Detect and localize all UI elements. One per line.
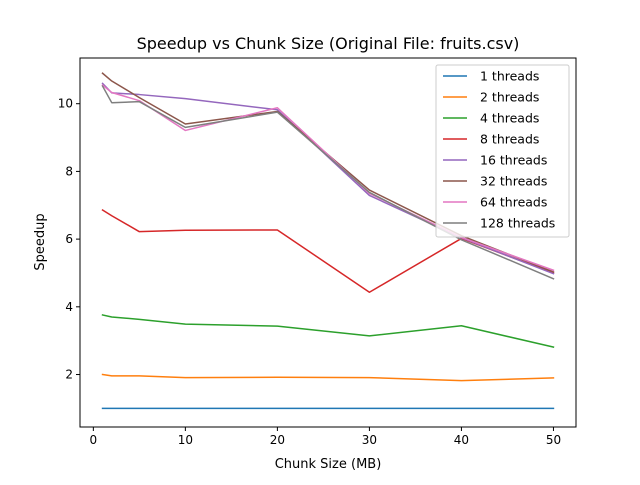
legend-label: 8 threads — [480, 132, 539, 147]
x-tick-label: 20 — [270, 433, 285, 447]
series-line-2-threads — [101, 373, 555, 382]
series-line-4-threads — [101, 314, 555, 349]
legend-label: 4 threads — [480, 111, 539, 126]
x-axis-label: Chunk Size (MB) — [275, 457, 382, 472]
plot-frame — [79, 57, 577, 428]
y-tick-label: 10 — [58, 97, 73, 111]
y-axis-label: Speedup — [33, 213, 48, 270]
legend-label: 2 threads — [480, 90, 539, 105]
legend-box — [435, 64, 570, 238]
x-tick-label: 10 — [178, 433, 193, 447]
x-axis: 0 10 20 30 40 50 — [90, 427, 561, 447]
y-tick-label: 8 — [65, 164, 73, 178]
y-axis: 2 4 6 8 10 — [58, 97, 80, 382]
legend-label: 64 threads — [480, 195, 547, 210]
x-tick-label: 40 — [454, 433, 469, 447]
legend-label: 128 threads — [480, 216, 555, 231]
y-tick-label: 2 — [65, 368, 73, 382]
legend: 1 threads 2 threads 4 threads 8 threads 16 t… — [435, 64, 570, 238]
x-tick-label: 0 — [90, 433, 98, 447]
y-tick-label: 4 — [65, 300, 73, 314]
legend-label: 32 threads — [480, 174, 547, 189]
x-tick-label: 30 — [362, 433, 377, 447]
x-tick-label: 50 — [546, 433, 561, 447]
series-line-8-threads — [101, 208, 555, 294]
chart-title: Speedup vs Chunk Size (Original File: fr… — [137, 34, 520, 53]
legend-label: 16 threads — [480, 153, 547, 168]
y-tick-label: 6 — [65, 232, 73, 246]
legend-label: 1 threads — [480, 69, 539, 84]
